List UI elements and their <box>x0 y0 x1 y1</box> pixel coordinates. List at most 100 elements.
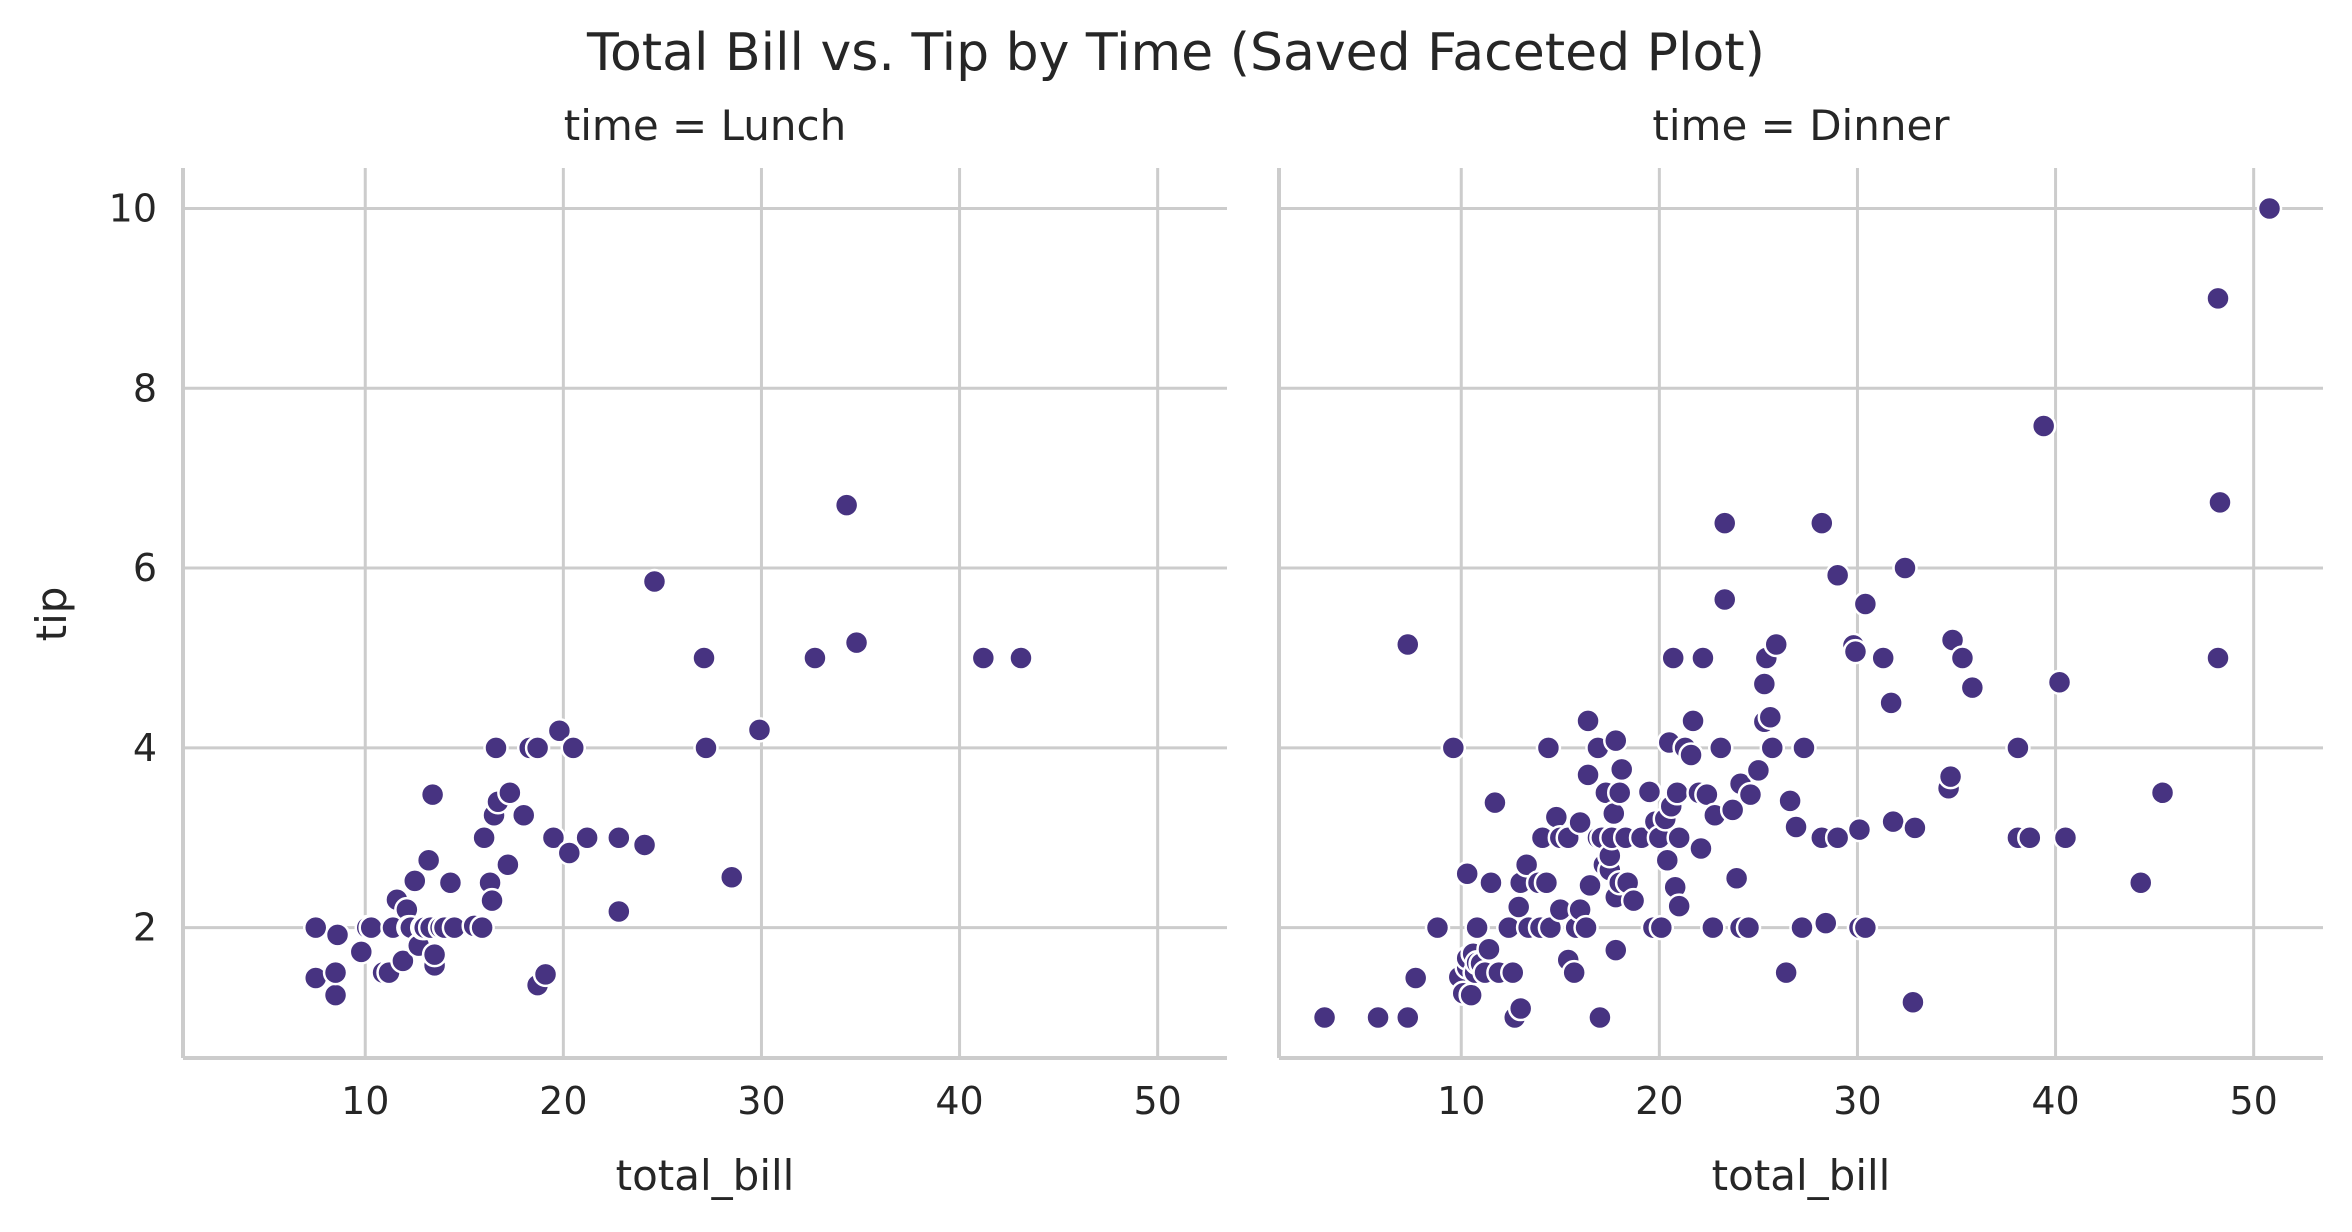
scatter-point <box>1783 814 1809 840</box>
x-axis-label-lunch: total_bill <box>616 1151 795 1200</box>
y-tick-label: 6 <box>133 546 157 590</box>
scatter-point <box>1757 704 1784 731</box>
scatter-point <box>746 717 773 743</box>
scatter-point <box>302 914 329 941</box>
scatter-point <box>1311 1004 1338 1031</box>
scatter-point <box>1791 735 1817 761</box>
scatter-point <box>1567 809 1593 836</box>
y-tick-label: 8 <box>133 366 157 410</box>
scatter-point <box>693 735 719 761</box>
scatter-point <box>2205 645 2231 671</box>
scatter-point <box>574 824 600 851</box>
scatter-point <box>2149 780 2176 806</box>
scatter-point <box>833 492 860 518</box>
scatter-point <box>497 780 523 806</box>
scatter-points-lunch <box>302 492 1034 1008</box>
scatter-point <box>1745 757 1772 784</box>
scatter-points-dinner <box>1311 195 2283 1031</box>
scatter-point <box>495 851 521 878</box>
scatter-point <box>1482 789 1508 816</box>
x-tick-label: 20 <box>1635 1079 1683 1123</box>
scatter-point <box>1763 631 1789 658</box>
scatter-point <box>1577 872 1603 899</box>
scatter-point <box>1458 982 1484 1008</box>
scatter-point <box>1824 562 1851 588</box>
scatter-point <box>1535 735 1562 761</box>
x-tick-label: 50 <box>1133 1079 1181 1123</box>
scatter-point <box>1648 914 1675 941</box>
y-tick-label: 2 <box>133 906 157 950</box>
scatter-point <box>1751 671 1778 697</box>
scatter-point <box>1620 887 1647 914</box>
scatter-point <box>691 645 717 671</box>
scatter-point <box>1636 779 1663 805</box>
scatter-point <box>1735 914 1762 941</box>
scatter-point <box>606 898 632 925</box>
scatter-point <box>2005 735 2031 761</box>
scatter-point <box>469 914 495 941</box>
scatter-point <box>1949 645 1976 671</box>
scatter-point <box>1878 690 1904 716</box>
scatter-point <box>421 941 448 968</box>
scatter-point <box>1719 797 1746 823</box>
scatter-point <box>1654 847 1681 873</box>
scatter-point <box>2207 489 2233 516</box>
scatter-point <box>1365 1004 1391 1031</box>
scatter-point <box>1813 910 1839 936</box>
scatter-point <box>1959 674 1986 701</box>
scatter-point <box>546 718 573 744</box>
scatter-point <box>1870 645 1896 671</box>
scatter-point <box>1880 808 1906 835</box>
x-tick-label: 10 <box>341 1079 389 1123</box>
scatter-point <box>1773 959 1799 986</box>
scatter-point <box>1513 851 1540 878</box>
scatter-point <box>1505 894 1532 920</box>
scatter-point <box>2205 285 2231 312</box>
scatter-point <box>1507 995 1534 1022</box>
facet-lunch: 10 20 30 40 50 2 4 6 8 10 time = Lunch total_bil… <box>27 101 1227 1200</box>
scatter-point <box>1892 555 1918 581</box>
x-tick-label: 30 <box>1833 1079 1881 1123</box>
scatter-point <box>1789 914 1815 941</box>
scatter-point <box>1008 645 1034 671</box>
scatter-point <box>1711 586 1738 613</box>
scatter-point <box>641 568 668 595</box>
scatter-point <box>1500 959 1526 986</box>
scatter-point <box>419 781 446 808</box>
scatter-point <box>1937 763 1964 790</box>
scatter-point <box>1575 708 1601 734</box>
scatter-point <box>560 735 587 761</box>
x-tick-labels-dinner: 10 20 30 40 50 <box>1437 1079 2278 1123</box>
scatter-point <box>1737 781 1764 808</box>
scatter-point <box>540 824 567 851</box>
scatter-point <box>1575 762 1601 788</box>
scatter-point <box>483 735 509 761</box>
scatter-point <box>1666 824 1692 851</box>
scatter-point <box>1603 727 1629 754</box>
scatter-point <box>1900 989 1926 1016</box>
scatter-point <box>1395 631 1421 658</box>
scatter-point <box>1608 756 1635 783</box>
scatter-point <box>390 948 416 974</box>
y-tick-label: 10 <box>109 186 157 230</box>
scatter-point <box>1440 735 1467 761</box>
scatter-point <box>1561 959 1587 986</box>
scatter-point <box>1601 800 1627 827</box>
scatter-point <box>1464 914 1490 941</box>
scatter-point <box>1476 936 1502 962</box>
scatter-point <box>802 645 828 671</box>
scatter-point <box>1573 914 1599 941</box>
scatter-point <box>524 735 551 761</box>
scatter-point <box>1454 860 1480 887</box>
scatter-point <box>2017 824 2043 851</box>
scatter-point <box>1824 824 1851 851</box>
scatter-point <box>1708 735 1734 761</box>
scatter-point <box>322 959 349 986</box>
scatter-point <box>2052 824 2079 851</box>
scatter-point <box>322 982 349 1008</box>
scatter-point <box>1680 708 1706 734</box>
scatter-point <box>1723 865 1750 891</box>
x-tick-label: 40 <box>2031 1079 2079 1123</box>
x-tick-label: 40 <box>935 1079 983 1123</box>
scatter-point <box>970 645 997 671</box>
